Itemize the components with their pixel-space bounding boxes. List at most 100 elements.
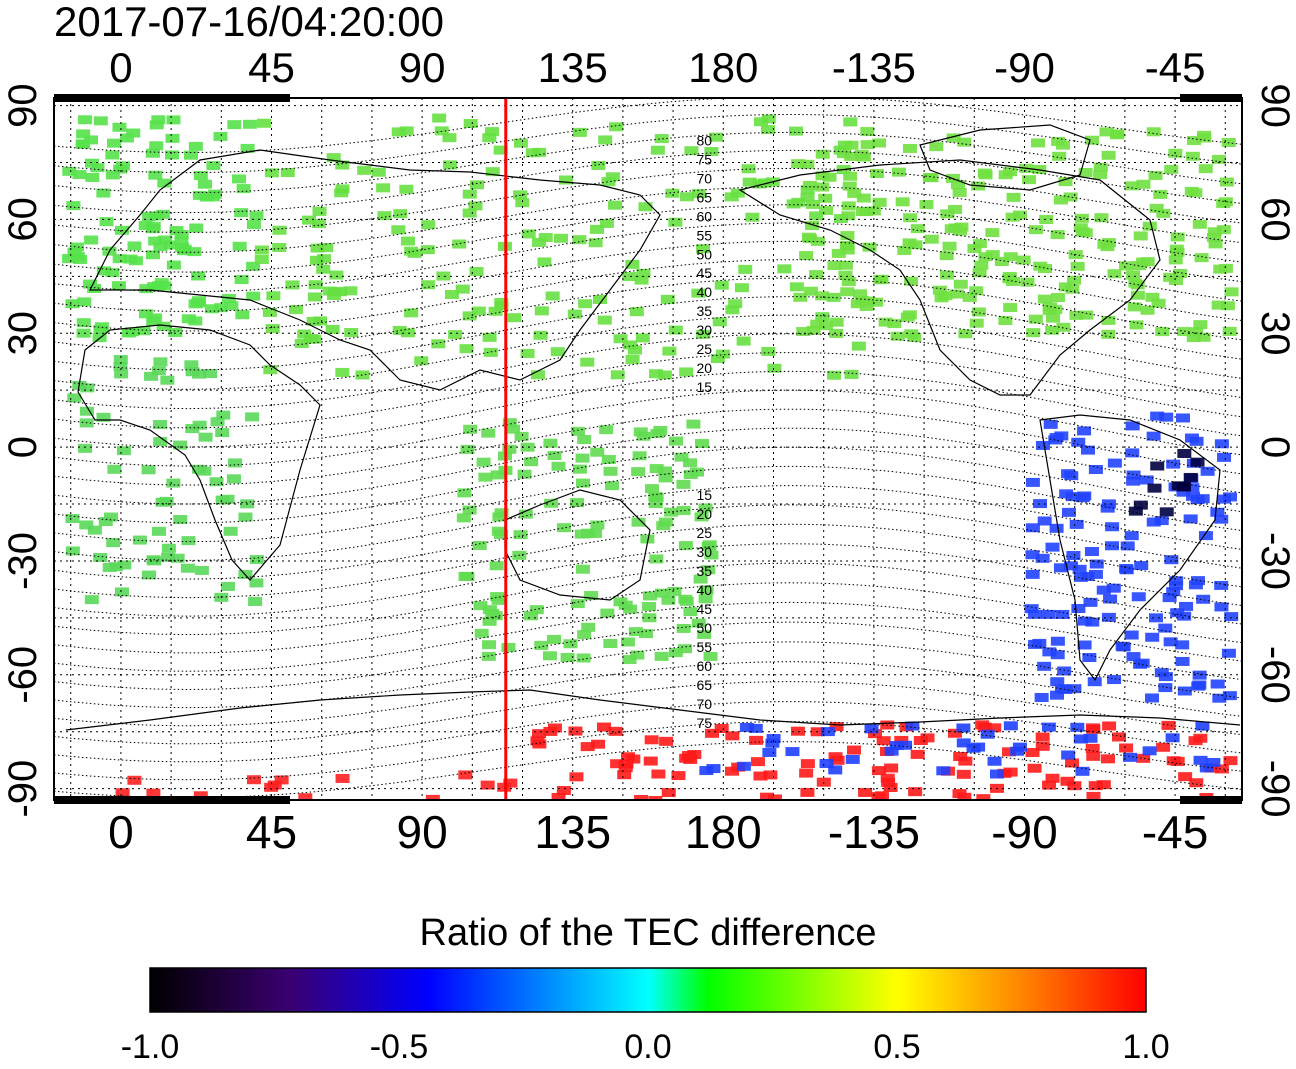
tec-cell	[922, 173, 937, 183]
tec-cell	[221, 581, 236, 591]
tec-cell	[482, 640, 497, 650]
tec-cell	[588, 238, 603, 248]
contour-label-north: 75	[697, 151, 713, 167]
tec-cell	[708, 132, 723, 142]
tec-cell	[873, 275, 888, 285]
tec-cell	[1149, 203, 1164, 213]
tec-cell	[1166, 756, 1181, 766]
tec-cell	[1065, 284, 1080, 294]
tec-cell	[545, 291, 560, 301]
tec-cell	[667, 586, 682, 596]
tec-cell	[980, 729, 995, 739]
tec-cell	[651, 769, 666, 779]
tec-cell	[1037, 516, 1052, 526]
tec-cell	[668, 217, 683, 227]
tec-cell	[697, 629, 712, 639]
tec-cell	[184, 360, 199, 370]
contour-label-south: 30	[697, 544, 713, 560]
tec-cell	[948, 223, 963, 233]
tec-cell	[753, 117, 768, 127]
tec-cell	[790, 726, 805, 736]
tec-cell	[185, 367, 200, 377]
lon-tick-top: -45	[1145, 44, 1206, 91]
tec-cell	[1031, 138, 1046, 148]
tec-cell	[124, 327, 139, 337]
tec-cell	[240, 143, 255, 153]
tec-cell	[924, 234, 939, 244]
contour-label-north: 65	[697, 189, 713, 205]
tec-cell	[1027, 763, 1042, 773]
tec-cell	[1211, 154, 1226, 164]
tec-cell	[860, 127, 875, 137]
tec-cell	[485, 167, 500, 177]
tec-cell	[1166, 587, 1181, 597]
lon-tick-bottom: 90	[397, 806, 448, 858]
lat-tick-left: -30	[1, 532, 45, 590]
tec-cell	[1115, 641, 1130, 651]
tec-cell	[1196, 332, 1211, 342]
tec-cell	[1085, 723, 1100, 733]
tec-cell	[462, 311, 477, 321]
tec-cell	[1213, 264, 1228, 274]
tec-cell	[145, 224, 160, 234]
tec-cell	[1125, 181, 1140, 191]
tec-cell	[897, 245, 912, 255]
tec-cell	[99, 217, 114, 227]
tec-cell	[998, 315, 1013, 325]
tec-cell	[859, 302, 874, 312]
tec-cell	[1175, 656, 1190, 666]
tec-cell	[695, 439, 710, 449]
tec-cell	[191, 464, 206, 474]
tec-cell	[111, 281, 126, 291]
tec-cell	[820, 727, 835, 737]
tec-cell	[957, 792, 972, 800]
tec-cell	[220, 494, 235, 504]
tec-cell	[298, 793, 313, 800]
tec-cell	[494, 508, 509, 518]
tec-cell	[1156, 208, 1171, 218]
tec-cell	[551, 461, 566, 471]
tec-cell	[75, 139, 90, 149]
tec-cell	[264, 168, 279, 178]
tec-cell	[1168, 255, 1183, 265]
tec-cell	[455, 284, 470, 294]
lat-tick-right: 90	[1253, 83, 1296, 128]
tec-cell	[431, 339, 446, 349]
tec-cell	[543, 726, 558, 736]
tec-cell	[1022, 175, 1037, 185]
tec-cell	[1094, 213, 1109, 223]
tec-cell	[858, 787, 873, 797]
tec-cell	[1078, 228, 1093, 238]
tec-cell	[192, 420, 207, 430]
tec-cell	[1179, 601, 1194, 611]
tec-cell	[343, 286, 358, 296]
tec-cell	[1102, 721, 1117, 731]
tec-cell	[158, 235, 173, 245]
tec-cell	[482, 133, 497, 143]
tec-cell	[572, 235, 587, 245]
tec-cell	[1175, 413, 1190, 423]
tec-cell	[887, 319, 902, 329]
tec-cell	[592, 294, 607, 304]
tec-cell	[570, 498, 585, 508]
tec-cell	[578, 299, 593, 309]
tec-cell	[741, 164, 756, 174]
tec-cell	[1185, 483, 1200, 493]
tec-cell	[232, 241, 247, 251]
tec-cell	[391, 127, 406, 137]
tec-cell	[985, 250, 1000, 260]
tec-cell	[1025, 550, 1040, 560]
tec-cell	[452, 239, 467, 249]
lat-tick-left: 0	[1, 436, 45, 458]
tec-cell	[316, 264, 331, 274]
tec-cell	[1217, 452, 1232, 462]
tec-cell	[170, 553, 185, 563]
tec-cell	[1207, 227, 1222, 237]
lon-tick-labels-bottom: 0 45 90 135 180 -135 -90 -45	[108, 806, 1208, 858]
tec-cell	[631, 467, 646, 477]
tec-cell	[648, 492, 663, 502]
lon-tick-top: 0	[109, 44, 132, 91]
tec-cell	[679, 367, 694, 377]
tec-cell	[633, 427, 648, 437]
tec-cell	[249, 578, 264, 588]
